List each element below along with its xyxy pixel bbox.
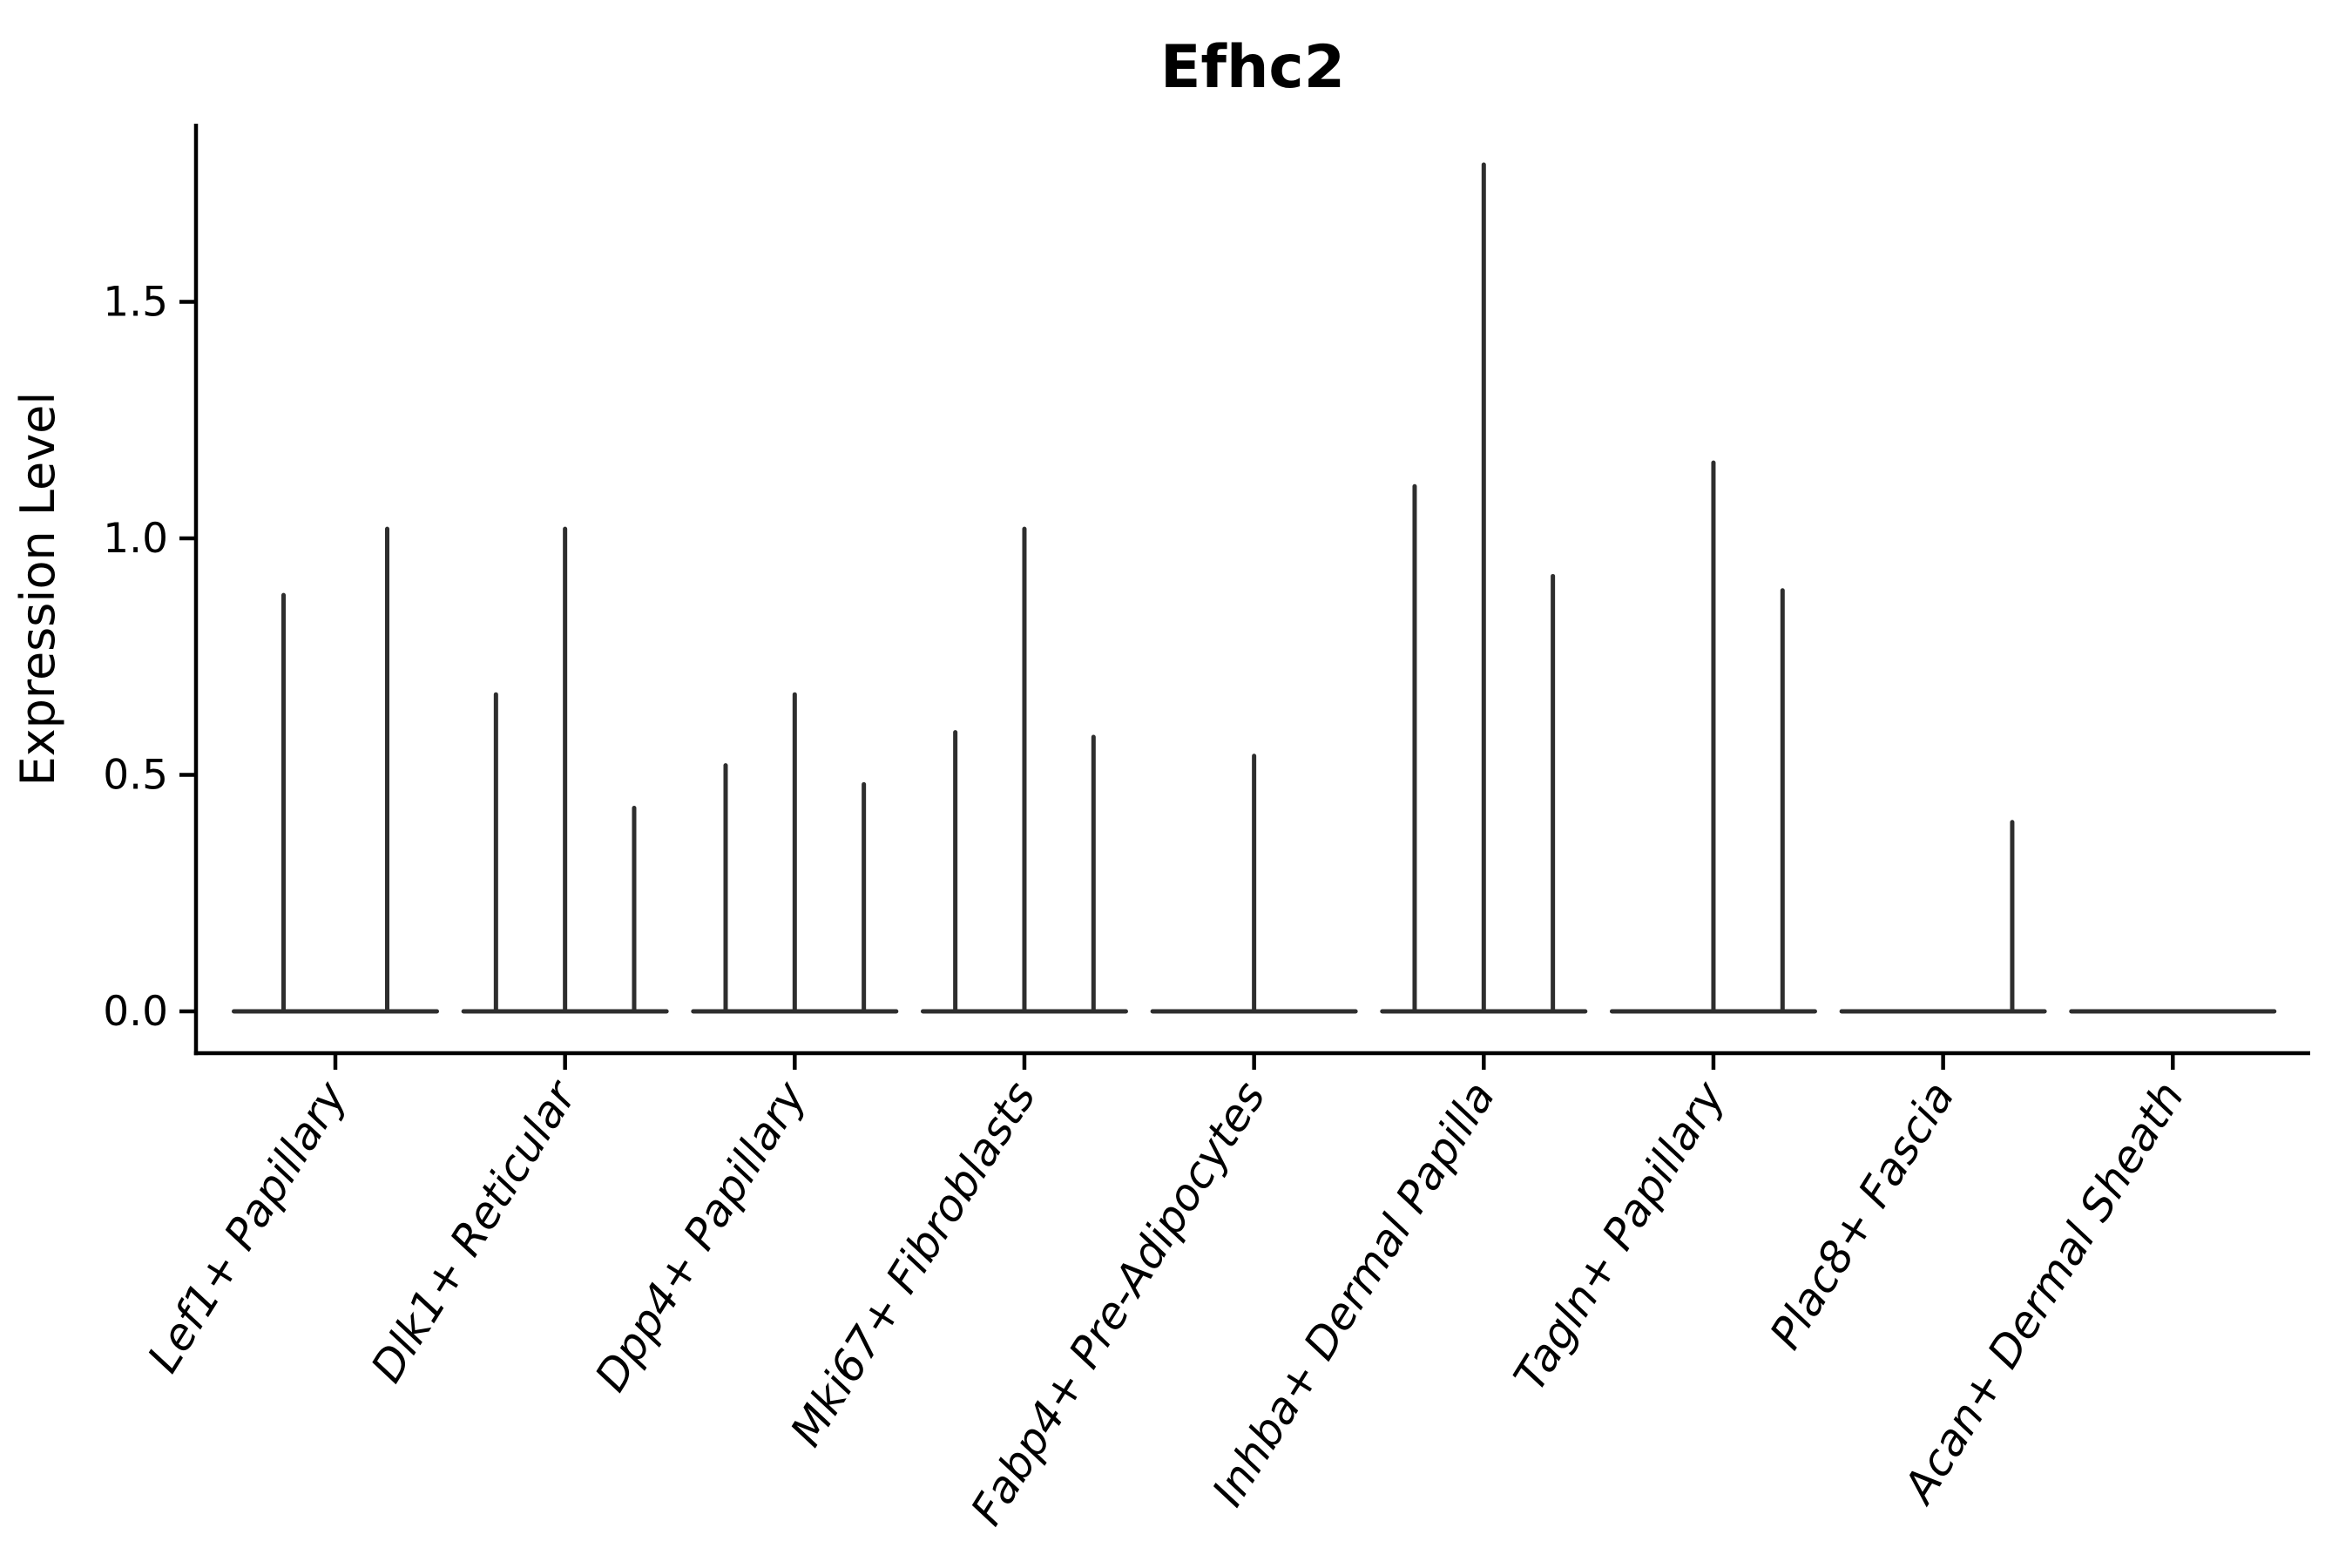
y-tick-label: 1.5 (103, 279, 168, 327)
violin-base (2069, 1009, 2277, 1014)
plot-area: 0.0 0.5 1.0 1.5 Lef1+ Papillary Dlk1+ Reticul… (103, 124, 2310, 1534)
violin-base (232, 1009, 439, 1014)
x-tick-label: Mki67+ Fibroblasts (781, 1073, 1045, 1456)
x-tick-label: Dpp4+ Papillary (585, 1071, 816, 1400)
chart-title: Efhc2 (1160, 33, 1345, 102)
y-tick-label: 0.0 (103, 988, 168, 1036)
violin-base (1839, 1009, 2047, 1014)
y-tick-label: 1.0 (103, 515, 168, 563)
x-tick-label: Tagln+ Papillary (1504, 1071, 1735, 1399)
y-tick-label: 0.5 (103, 752, 168, 800)
x-tick-label: Lef1+ Papillary (138, 1071, 357, 1381)
x-tick-label: Dlk1+ Reticular (362, 1071, 588, 1391)
x-tick-label: Plac8+ Fascia (1761, 1073, 1964, 1358)
y-axis-label: Expression Level (10, 392, 65, 787)
